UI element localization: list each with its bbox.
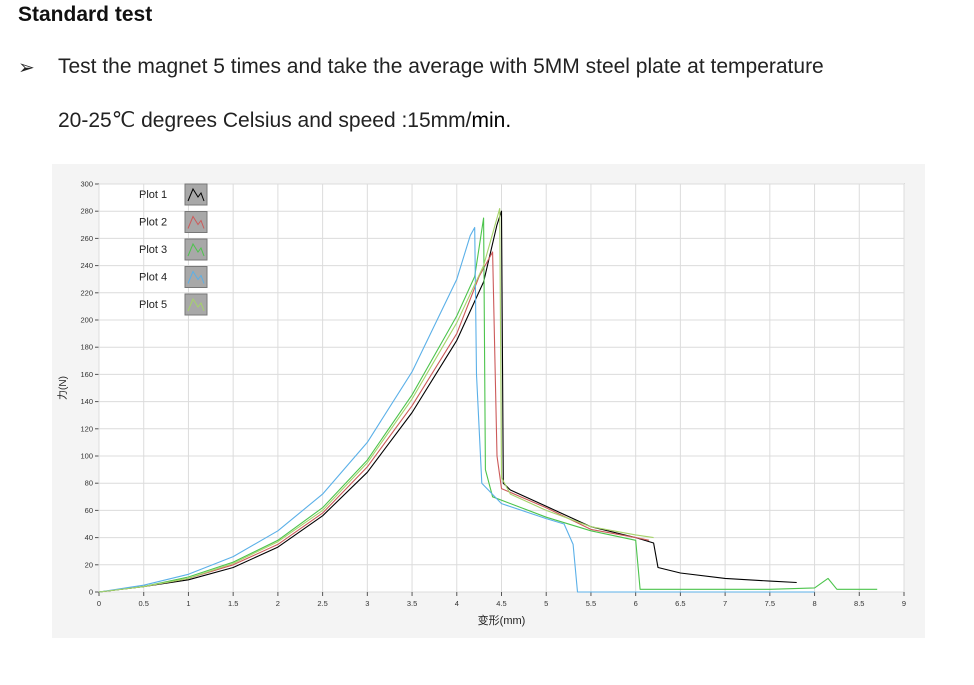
y-tick-label: 120: [80, 424, 93, 433]
x-tick-label: 8.5: [854, 599, 864, 608]
y-tick-label: 80: [85, 479, 93, 488]
legend-label: Plot 2: [139, 217, 167, 229]
y-tick-label: 20: [85, 560, 93, 569]
y-tick-label: 200: [80, 316, 93, 325]
y-tick-label: 300: [80, 180, 93, 189]
legend-swatch-icon: [187, 297, 205, 312]
bullet-line-2-prefix: 20-25℃ degrees Celsius and speed :15mm/: [58, 109, 472, 132]
y-tick-label: 40: [85, 533, 93, 542]
x-tick-label: 5: [544, 599, 548, 608]
x-axis-label: 变形(mm): [478, 613, 526, 627]
x-tick-label: 7: [723, 599, 727, 608]
x-tick-label: 4: [455, 599, 459, 608]
x-tick-label: 9: [902, 599, 906, 608]
legend-label: Plot 5: [139, 299, 167, 311]
y-tick-label: 160: [80, 370, 93, 379]
chart-svg: 0204060801001201401601802002202402602803…: [56, 180, 906, 628]
x-tick-label: 1.5: [228, 599, 238, 608]
legend-label: Plot 3: [139, 244, 167, 256]
y-tick-label: 100: [80, 452, 93, 461]
x-tick-label: 6.5: [675, 599, 685, 608]
bullet-paragraph: ➢ Test the magnet 5 times and take the a…: [18, 50, 968, 84]
y-axis-label: 力(N): [56, 376, 69, 400]
legend-swatch-icon: [187, 215, 205, 229]
bullet-line-2-suffix: min.: [471, 109, 512, 132]
x-tick-label: 0.5: [139, 599, 149, 608]
x-tick-label: 4.5: [496, 599, 506, 608]
legend-swatch-icon: [187, 242, 205, 257]
y-tick-label: 260: [80, 234, 93, 243]
series-line-2: [98, 251, 650, 593]
y-tick-label: 140: [80, 397, 93, 406]
legend-swatch-icon: [187, 187, 205, 202]
legend-label: Plot 4: [139, 272, 167, 284]
series-line-4: [98, 226, 815, 593]
x-tick-label: 8: [812, 599, 816, 608]
series-line-3: [98, 217, 878, 593]
y-tick-label: 0: [89, 588, 93, 597]
x-tick-label: 3: [365, 599, 369, 608]
legend-label: Plot 1: [139, 189, 167, 201]
y-tick-label: 60: [85, 506, 93, 515]
y-tick-label: 240: [80, 261, 93, 270]
x-tick-label: 2.5: [317, 599, 327, 608]
x-tick-label: 1: [186, 599, 190, 608]
force-deformation-chart: 0 20 40 60 80 100 120 140 160 180 200 220 240 260 280 3…: [52, 164, 925, 638]
x-tick-label: 0: [97, 599, 101, 608]
legend-swatch-icon: [187, 270, 205, 284]
bullet-line-2: 20-25℃ degrees Celsius and speed :15mm/m…: [58, 104, 511, 138]
x-tick-label: 6: [634, 599, 638, 608]
y-tick-label: 180: [80, 343, 93, 352]
x-tick-label: 7.5: [765, 599, 775, 608]
bullet-line-1: Test the magnet 5 times and take the ave…: [58, 55, 824, 78]
arrow-bullet-icon: ➢: [18, 55, 35, 79]
y-tick-label: 280: [80, 207, 93, 216]
section-heading: Standard test: [0, 0, 152, 30]
series-line-5: [98, 207, 654, 593]
series-line-1: [98, 210, 797, 593]
y-tick-label: 220: [80, 288, 93, 297]
x-tick-label: 5.5: [586, 599, 596, 608]
x-tick-label: 3.5: [407, 599, 417, 608]
x-tick-label: 2: [276, 599, 280, 608]
section-title: Standard test: [18, 3, 153, 26]
